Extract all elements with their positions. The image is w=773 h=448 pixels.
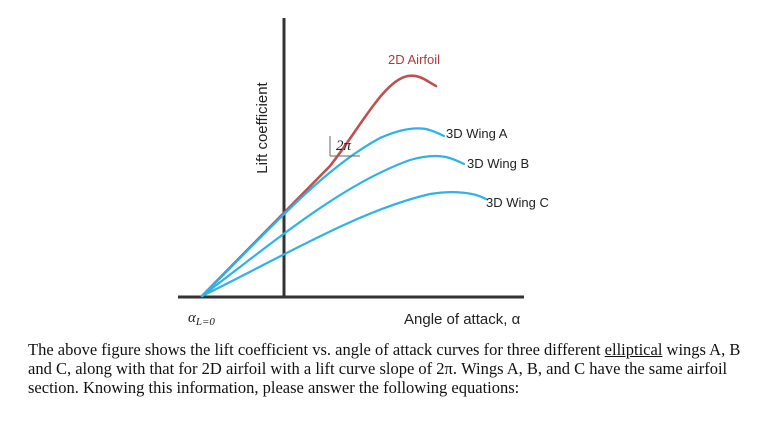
curve-wing-a	[200, 127, 446, 298]
x-axis-label: Angle of attack, α	[404, 311, 521, 328]
label-wing-b: 3D Wing B	[467, 156, 529, 171]
caption-part1: The above figure shows the lift coeffici…	[28, 340, 605, 359]
curve-wing-c	[200, 191, 488, 298]
label-2d-airfoil: 2D Airfoil	[388, 52, 440, 67]
y-axis-label: Lift coefficient	[254, 81, 271, 173]
curve-wing-b	[200, 154, 466, 298]
curve-2d-airfoil	[200, 74, 438, 298]
label-wing-a: 3D Wing A	[446, 126, 508, 141]
lift-curve-figure: Lift coefficient 2π 2D Airfoil 3D Wing A…	[178, 18, 549, 328]
alpha-symbol: α	[188, 310, 197, 326]
slope-label: 2π	[336, 138, 352, 154]
caption-underlined-word: elliptical	[604, 340, 663, 359]
alpha-subscript: L=0	[195, 316, 216, 328]
label-wing-c: 3D Wing C	[486, 195, 549, 210]
caption-part2: wings A, B and C, along with that for 2D…	[28, 340, 741, 397]
caption-paragraph: The above figure shows the lift coeffici…	[28, 340, 748, 397]
zero-lift-angle-label: αL=0	[188, 310, 215, 328]
